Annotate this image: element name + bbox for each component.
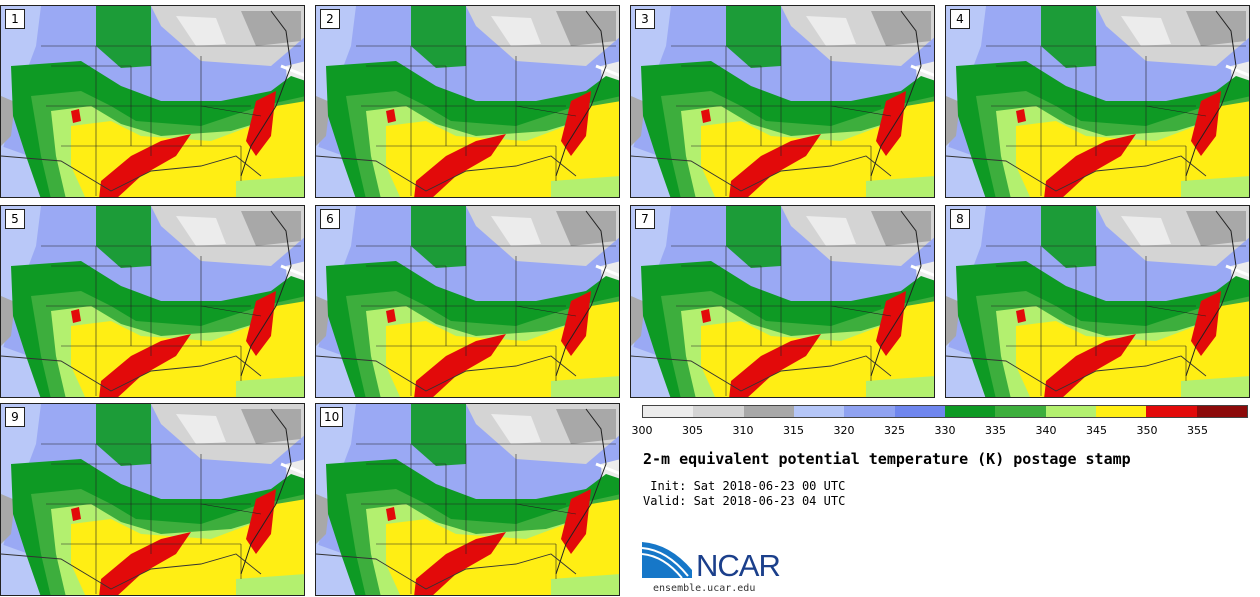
colorbar-tick-label: 305 [682, 424, 703, 437]
member-number-label: 8 [950, 209, 970, 229]
member-number-label: 4 [950, 9, 970, 29]
member-number-label: 6 [320, 209, 340, 229]
colorbar-swatch [643, 406, 694, 417]
member-number-label: 2 [320, 9, 340, 29]
logo-url: ensemble.ucar.edu [653, 583, 756, 594]
init-time: Init: Sat 2018-06-23 00 UTC [643, 479, 846, 493]
colorbar-swatch [995, 406, 1046, 417]
colorbar-swatch [1146, 406, 1197, 417]
colorbar-tick-label: 350 [1136, 424, 1158, 437]
colorbar-swatch [693, 406, 744, 417]
colorbar-swatch [894, 406, 945, 417]
member-number-label: 10 [320, 407, 344, 427]
ensemble-member-map: 2 [315, 5, 620, 198]
ensemble-member-map: 10 [315, 403, 620, 596]
valid-time: Valid: Sat 2018-06-23 04 UTC [643, 494, 846, 508]
member-number-label: 5 [5, 209, 25, 229]
colorbar-tick-label: 330 [934, 424, 956, 437]
colorbar-tick-label: 325 [884, 424, 905, 437]
colorbar-swatch [1045, 406, 1096, 417]
colorbar-tick-label: 340 [1035, 424, 1057, 437]
colorbar [642, 405, 1248, 418]
colorbar-tick-label: 310 [732, 424, 754, 437]
ensemble-member-map: 1 [0, 5, 305, 198]
ncar-logo-icon [642, 542, 692, 579]
member-number-label: 1 [5, 9, 25, 29]
ensemble-member-map: 7 [630, 205, 935, 398]
ensemble-member-map: 4 [945, 5, 1250, 198]
colorbar-tick-label: 320 [833, 424, 855, 437]
plot-title: 2-m equivalent potential temperature (K)… [643, 450, 1131, 468]
colorbar-swatch [1095, 406, 1147, 417]
ensemble-member-map: 9 [0, 403, 305, 596]
colorbar-tick-label: 300 [631, 424, 653, 437]
member-number-label: 7 [635, 209, 655, 229]
ensemble-member-map: 6 [315, 205, 620, 398]
colorbar-swatch [844, 406, 895, 417]
colorbar-swatch [793, 406, 845, 417]
ncar-logo-text: NCAR [696, 548, 781, 583]
member-number-label: 9 [5, 407, 25, 427]
colorbar-swatch [1196, 406, 1247, 417]
colorbar-tick-label: 335 [985, 424, 1006, 437]
colorbar-tick-label: 355 [1187, 424, 1208, 437]
colorbar-tick-label: 345 [1086, 424, 1107, 437]
colorbar-swatch [743, 406, 794, 417]
ensemble-member-map: 5 [0, 205, 305, 398]
member-number-label: 3 [635, 9, 655, 29]
colorbar-tick-label: 315 [783, 424, 804, 437]
colorbar-swatch [944, 406, 996, 417]
ensemble-member-map: 8 [945, 205, 1250, 398]
ensemble-member-map: 3 [630, 5, 935, 198]
